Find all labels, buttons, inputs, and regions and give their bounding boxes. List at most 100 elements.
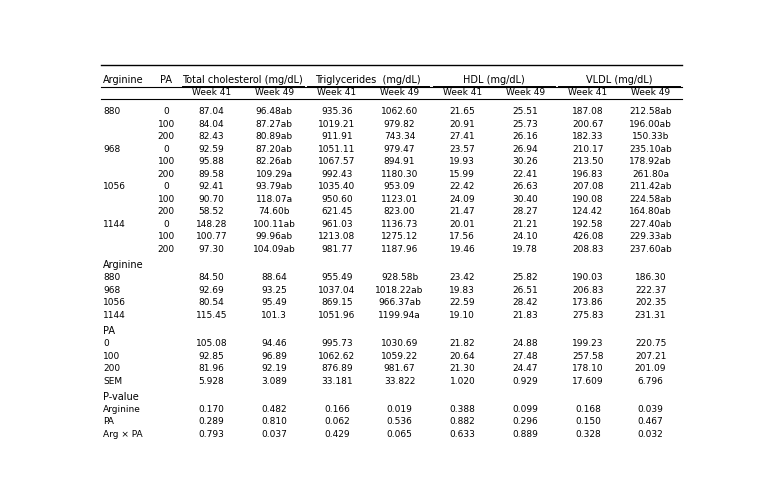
Text: 26.94: 26.94 bbox=[512, 145, 538, 154]
Text: 211.42ab: 211.42ab bbox=[629, 182, 672, 191]
Text: 0: 0 bbox=[163, 145, 169, 154]
Text: 0.810: 0.810 bbox=[261, 418, 287, 427]
Text: 186.30: 186.30 bbox=[635, 273, 667, 282]
Text: 0.296: 0.296 bbox=[512, 418, 538, 427]
Text: 196.83: 196.83 bbox=[572, 170, 603, 179]
Text: 950.60: 950.60 bbox=[321, 195, 352, 204]
Text: 33.181: 33.181 bbox=[321, 376, 352, 386]
Text: Week 41: Week 41 bbox=[443, 89, 482, 97]
Text: 82.43: 82.43 bbox=[199, 132, 224, 141]
Text: 0.166: 0.166 bbox=[324, 405, 350, 414]
Text: 1199.94a: 1199.94a bbox=[378, 310, 421, 320]
Text: 187.08: 187.08 bbox=[572, 107, 603, 116]
Text: 150.33b: 150.33b bbox=[632, 132, 669, 141]
Text: 224.58ab: 224.58ab bbox=[629, 195, 672, 204]
Text: 0.019: 0.019 bbox=[387, 405, 412, 414]
Text: 823.00: 823.00 bbox=[384, 207, 416, 216]
Text: 105.08: 105.08 bbox=[196, 339, 228, 348]
Text: 182.33: 182.33 bbox=[572, 132, 603, 141]
Text: 210.17: 210.17 bbox=[572, 145, 603, 154]
Text: 28.42: 28.42 bbox=[512, 298, 538, 307]
Text: 0.289: 0.289 bbox=[199, 418, 224, 427]
Text: 911.91: 911.91 bbox=[321, 132, 352, 141]
Text: 22.41: 22.41 bbox=[512, 170, 538, 179]
Text: Total cholesterol (mg/dL): Total cholesterol (mg/dL) bbox=[183, 75, 303, 86]
Text: 178.10: 178.10 bbox=[572, 364, 603, 373]
Text: 200: 200 bbox=[158, 132, 174, 141]
Text: 148.28: 148.28 bbox=[196, 220, 227, 229]
Text: 206.83: 206.83 bbox=[572, 286, 603, 295]
Text: 1123.01: 1123.01 bbox=[381, 195, 419, 204]
Text: 27.48: 27.48 bbox=[512, 352, 538, 361]
Text: 200: 200 bbox=[158, 245, 174, 254]
Text: 92.41: 92.41 bbox=[199, 182, 224, 191]
Text: 24.10: 24.10 bbox=[512, 232, 538, 241]
Text: 92.19: 92.19 bbox=[261, 364, 287, 373]
Text: Arginine: Arginine bbox=[103, 405, 142, 414]
Text: 104.09ab: 104.09ab bbox=[253, 245, 295, 254]
Text: 192.58: 192.58 bbox=[572, 220, 603, 229]
Text: PA: PA bbox=[103, 326, 116, 336]
Text: 200: 200 bbox=[158, 207, 174, 216]
Text: 20.01: 20.01 bbox=[450, 220, 475, 229]
Text: 100: 100 bbox=[158, 120, 175, 129]
Text: 935.36: 935.36 bbox=[321, 107, 352, 116]
Text: 3.089: 3.089 bbox=[261, 376, 287, 386]
Text: 22.59: 22.59 bbox=[450, 298, 475, 307]
Text: 24.09: 24.09 bbox=[450, 195, 475, 204]
Text: 200.67: 200.67 bbox=[572, 120, 603, 129]
Text: 92.59: 92.59 bbox=[199, 145, 224, 154]
Text: 109.29a: 109.29a bbox=[256, 170, 293, 179]
Text: 1180.30: 1180.30 bbox=[381, 170, 419, 179]
Text: 25.73: 25.73 bbox=[512, 120, 538, 129]
Text: 199.23: 199.23 bbox=[572, 339, 603, 348]
Text: 21.65: 21.65 bbox=[450, 107, 475, 116]
Text: 190.08: 190.08 bbox=[572, 195, 603, 204]
Text: 1213.08: 1213.08 bbox=[318, 232, 355, 241]
Text: 0.429: 0.429 bbox=[324, 430, 350, 439]
Text: 94.46: 94.46 bbox=[261, 339, 287, 348]
Text: 25.82: 25.82 bbox=[512, 273, 538, 282]
Text: 101.3: 101.3 bbox=[261, 310, 287, 320]
Text: 190.03: 190.03 bbox=[572, 273, 603, 282]
Text: 96.48ab: 96.48ab bbox=[256, 107, 293, 116]
Text: 1056: 1056 bbox=[103, 298, 126, 307]
Text: 58.52: 58.52 bbox=[199, 207, 224, 216]
Text: 100: 100 bbox=[103, 352, 121, 361]
Text: 207.21: 207.21 bbox=[635, 352, 667, 361]
Text: 21.47: 21.47 bbox=[450, 207, 475, 216]
Text: 88.64: 88.64 bbox=[261, 273, 287, 282]
Text: 201.09: 201.09 bbox=[635, 364, 667, 373]
Text: 21.83: 21.83 bbox=[512, 310, 538, 320]
Text: 92.69: 92.69 bbox=[199, 286, 224, 295]
Text: 74.60b: 74.60b bbox=[259, 207, 290, 216]
Text: 1062.62: 1062.62 bbox=[318, 352, 355, 361]
Text: 22.42: 22.42 bbox=[450, 182, 475, 191]
Text: 222.37: 222.37 bbox=[635, 286, 666, 295]
Text: 1030.69: 1030.69 bbox=[381, 339, 419, 348]
Text: Week 41: Week 41 bbox=[192, 89, 231, 97]
Text: SEM: SEM bbox=[103, 376, 123, 386]
Text: 955.49: 955.49 bbox=[321, 273, 352, 282]
Text: 30.40: 30.40 bbox=[512, 195, 538, 204]
Text: 21.30: 21.30 bbox=[450, 364, 475, 373]
Text: 880: 880 bbox=[103, 107, 121, 116]
Text: 743.34: 743.34 bbox=[384, 132, 416, 141]
Text: 1035.40: 1035.40 bbox=[318, 182, 355, 191]
Text: 87.04: 87.04 bbox=[199, 107, 224, 116]
Text: 89.58: 89.58 bbox=[199, 170, 224, 179]
Text: Triglycerides  (mg/dL): Triglycerides (mg/dL) bbox=[316, 75, 421, 86]
Text: 20.64: 20.64 bbox=[450, 352, 475, 361]
Text: 33.822: 33.822 bbox=[384, 376, 416, 386]
Text: 0: 0 bbox=[163, 220, 169, 229]
Text: 0.039: 0.039 bbox=[638, 405, 664, 414]
Text: 1144: 1144 bbox=[103, 310, 126, 320]
Text: 0.328: 0.328 bbox=[575, 430, 600, 439]
Text: 20.91: 20.91 bbox=[450, 120, 475, 129]
Text: 21.21: 21.21 bbox=[512, 220, 538, 229]
Text: 1187.96: 1187.96 bbox=[381, 245, 419, 254]
Text: 26.51: 26.51 bbox=[512, 286, 538, 295]
Text: 178.92ab: 178.92ab bbox=[629, 157, 672, 166]
Text: 968: 968 bbox=[103, 286, 121, 295]
Text: 894.91: 894.91 bbox=[384, 157, 416, 166]
